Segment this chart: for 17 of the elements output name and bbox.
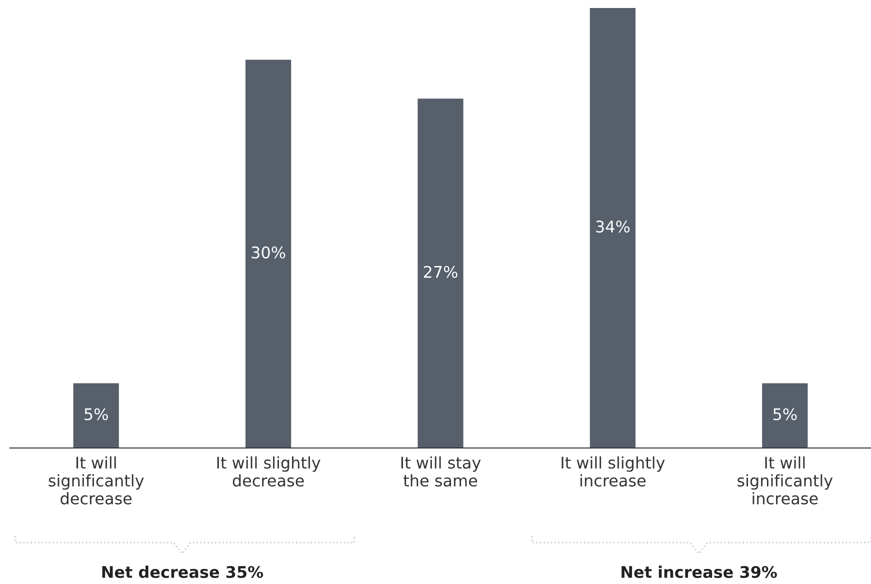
bar: [762, 383, 808, 448]
text: Net decrease 35%: [102, 566, 264, 578]
data-label: 5%: [773, 408, 797, 420]
text: Net increase 39%: [622, 566, 777, 578]
x-tick-label: It will significantly increase: [738, 456, 833, 504]
data-label: 30%: [252, 246, 286, 259]
data-label: 27%: [424, 266, 458, 278]
data-label: 5%: [84, 408, 108, 420]
x-tick-label: It will slightly decrease: [217, 456, 320, 487]
bar: [590, 8, 636, 448]
x-tick-label: It will significantly decrease: [48, 456, 144, 504]
x-tick-label: It will slightly increase: [562, 456, 665, 487]
bar: [418, 98, 464, 448]
bar: [73, 383, 119, 448]
x-tick-label: It will stay the same: [401, 456, 481, 487]
bar: [245, 60, 292, 448]
data-label: 34%: [596, 220, 630, 233]
